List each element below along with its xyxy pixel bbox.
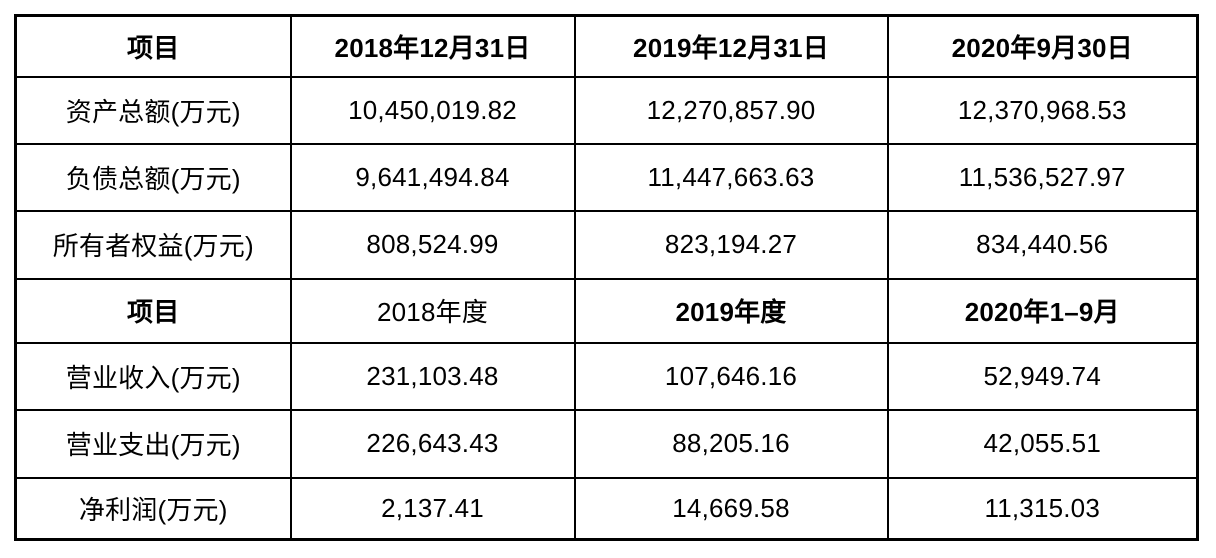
cell-value: 834,440.56: [886, 209, 1199, 280]
row-label: 营业收入(万元): [14, 341, 292, 411]
table-row-operating-expenses: 营业支出(万元) 226,643.43 88,205.16 42,055.51: [14, 408, 1199, 479]
income-statement-header-row: 项目 2018年度 2019年度 2020年1–9月: [14, 277, 1199, 344]
row-label: 负债总额(万元): [14, 142, 292, 212]
table-row-total-assets: 资产总额(万元) 10,450,019.82 12,270,857.90 12,…: [14, 75, 1199, 145]
cell-value: 2,137.41: [289, 476, 576, 541]
cell-value: 11,315.03: [886, 476, 1199, 541]
cell-value: 9,641,494.84: [289, 142, 576, 212]
cell-value: 226,643.43: [289, 408, 576, 479]
table-row-total-liabilities: 负债总额(万元) 9,641,494.84 11,447,663.63 11,5…: [14, 142, 1199, 212]
column-header-period-2018: 2018年度: [289, 277, 576, 344]
cell-value: 11,536,527.97: [886, 142, 1199, 212]
column-header-period-2020: 2020年1–9月: [886, 277, 1199, 344]
financial-summary-table: 项目 2018年12月31日 2019年12月31日 2020年9月30日 资产…: [14, 14, 1199, 541]
row-label: 资产总额(万元): [14, 75, 292, 145]
cell-value: 823,194.27: [573, 209, 889, 280]
row-label: 所有者权益(万元): [14, 209, 292, 280]
column-header-period-2019: 2019年度: [573, 277, 889, 344]
cell-value: 12,270,857.90: [573, 75, 889, 145]
cell-value: 11,447,663.63: [573, 142, 889, 212]
table-row-owners-equity: 所有者权益(万元) 808,524.99 823,194.27 834,440.…: [14, 209, 1199, 280]
cell-value: 107,646.16: [573, 341, 889, 411]
table-row-operating-revenue: 营业收入(万元) 231,103.48 107,646.16 52,949.74: [14, 341, 1199, 411]
column-header-item: 项目: [14, 277, 292, 344]
cell-value: 10,450,019.82: [289, 75, 576, 145]
column-header-date-2018: 2018年12月31日: [289, 14, 576, 78]
column-header-item: 项目: [14, 14, 292, 78]
cell-value: 14,669.58: [573, 476, 889, 541]
table-row-net-profit: 净利润(万元) 2,137.41 14,669.58 11,315.03: [14, 476, 1199, 541]
cell-value: 52,949.74: [886, 341, 1199, 411]
cell-value: 88,205.16: [573, 408, 889, 479]
balance-sheet-header-row: 项目 2018年12月31日 2019年12月31日 2020年9月30日: [14, 14, 1199, 78]
cell-value: 808,524.99: [289, 209, 576, 280]
cell-value: 42,055.51: [886, 408, 1199, 479]
column-header-date-2019: 2019年12月31日: [573, 14, 889, 78]
row-label: 营业支出(万元): [14, 408, 292, 479]
cell-value: 231,103.48: [289, 341, 576, 411]
cell-value: 12,370,968.53: [886, 75, 1199, 145]
row-label: 净利润(万元): [14, 476, 292, 541]
column-header-date-2020: 2020年9月30日: [886, 14, 1199, 78]
